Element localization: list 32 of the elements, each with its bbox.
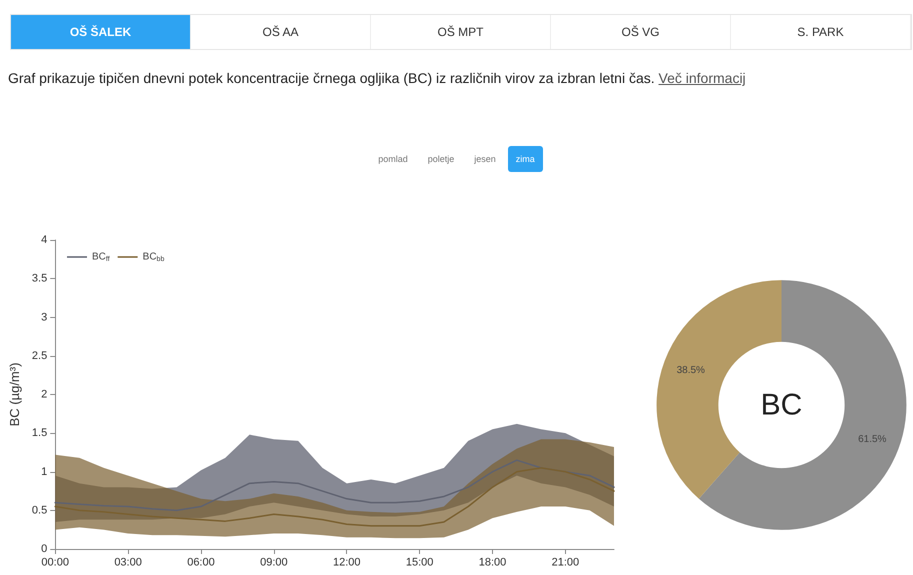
text: zima	[508, 146, 543, 172]
y-tick-label: 1	[41, 466, 48, 478]
text: Graf prikazuje tipičen dnevni potek koncentracije črnega ogljika (BC) iz različnih virov za izbran letni čas.	[8, 70, 656, 86]
y-tick-label: 3.5	[32, 272, 48, 285]
y-tick-label: 0	[41, 543, 48, 555]
x-tick-label: 00:00	[41, 556, 69, 568]
text: pomlad	[377, 153, 409, 166]
y-tick-label: 2	[41, 388, 48, 400]
y-axis-title: BC (µg/m³)	[7, 362, 22, 426]
x-tick-label: 03:00	[114, 556, 142, 568]
data-label: 61.5%	[858, 434, 887, 445]
text: OŠ MPT	[371, 15, 551, 49]
text: Več informacij	[658, 70, 746, 86]
x-tick-label: 09:00	[260, 556, 288, 568]
y-tick-label: 0.5	[32, 504, 48, 516]
text: S. PARK	[731, 15, 911, 49]
x-tick-label: 12:00	[332, 556, 361, 568]
text: OŠ AA	[191, 15, 371, 49]
y-tick-label: 2.5	[32, 350, 48, 362]
x-tick-label: 21:00	[552, 556, 580, 568]
y-tick-label: 1.5	[32, 427, 48, 440]
text: poletje	[426, 153, 456, 166]
y-tick-label: 3	[41, 311, 48, 324]
x-tick-label: 18:00	[478, 556, 506, 568]
y-tick-label: 4	[41, 234, 48, 246]
data-label: 38.5%	[676, 365, 706, 376]
text: OŠ VG	[551, 15, 731, 49]
text: BC	[760, 388, 802, 422]
text: jesen	[473, 153, 497, 166]
x-tick-label: 15:00	[406, 556, 434, 568]
text: OŠ ŠALEK	[11, 15, 191, 49]
x-tick-label: 06:00	[187, 556, 215, 568]
